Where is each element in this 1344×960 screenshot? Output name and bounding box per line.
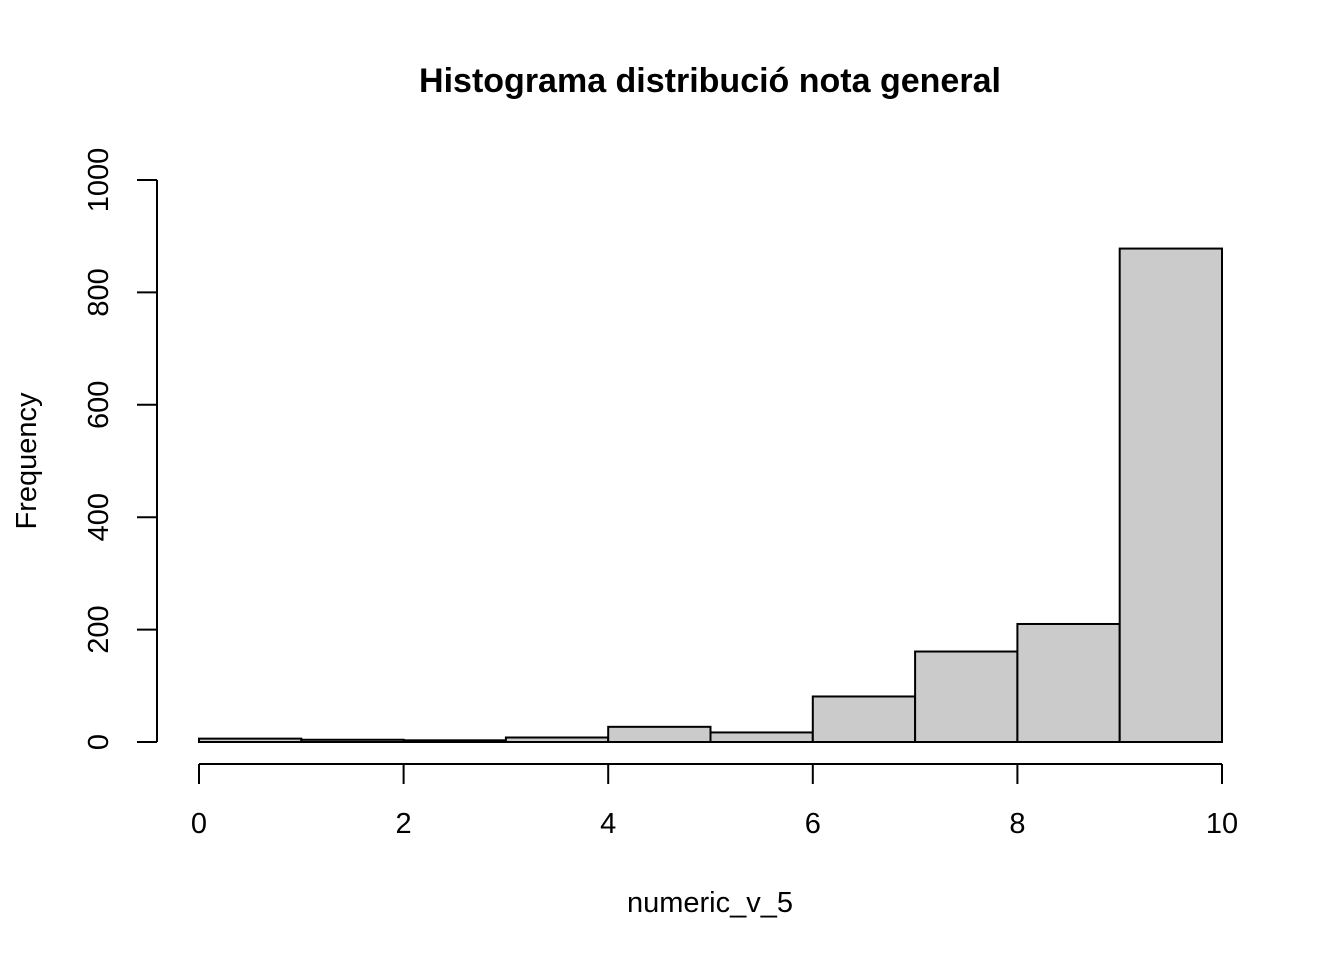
y-axis-label: Frequency <box>11 392 43 530</box>
x-tick-label-0: 0 <box>191 808 207 840</box>
histogram-bar-3 <box>504 736 610 744</box>
x-tick-label-4: 8 <box>1009 808 1025 840</box>
x-axis: 0 2 4 6 8 10 <box>191 763 1238 840</box>
y-tick-label-4: 800 <box>83 268 115 316</box>
histogram-bar-4 <box>607 725 712 743</box>
chart-title: Histograma distribució nota general <box>419 62 1001 100</box>
y-tick-label-0: 0 <box>83 734 115 750</box>
y-tick-label-1: 200 <box>83 605 115 653</box>
histogram-bar-6 <box>811 695 917 744</box>
x-tick-label-2: 4 <box>600 808 616 840</box>
y-tick-label-2: 400 <box>83 493 115 541</box>
bars-group <box>198 247 1223 744</box>
histogram-bar-2 <box>402 739 507 744</box>
histogram-bar-9 <box>1118 247 1223 743</box>
histogram-bar-5 <box>709 731 814 743</box>
x-tick-label-1: 2 <box>396 808 412 840</box>
x-tick-label-3: 6 <box>805 808 821 840</box>
y-tick-label-5: 1000 <box>83 148 115 213</box>
y-axis: 0 200 400 600 800 1000 <box>83 148 158 750</box>
histogram-bar-8 <box>1016 622 1121 743</box>
x-axis-label: numeric_v_5 <box>627 887 793 919</box>
histogram-bar-0 <box>198 737 303 743</box>
y-tick-label-3: 600 <box>83 381 115 429</box>
x-tick-label-5: 10 <box>1206 808 1238 840</box>
histogram-bar-1 <box>300 738 405 744</box>
histogram-bar-7 <box>914 650 1019 744</box>
